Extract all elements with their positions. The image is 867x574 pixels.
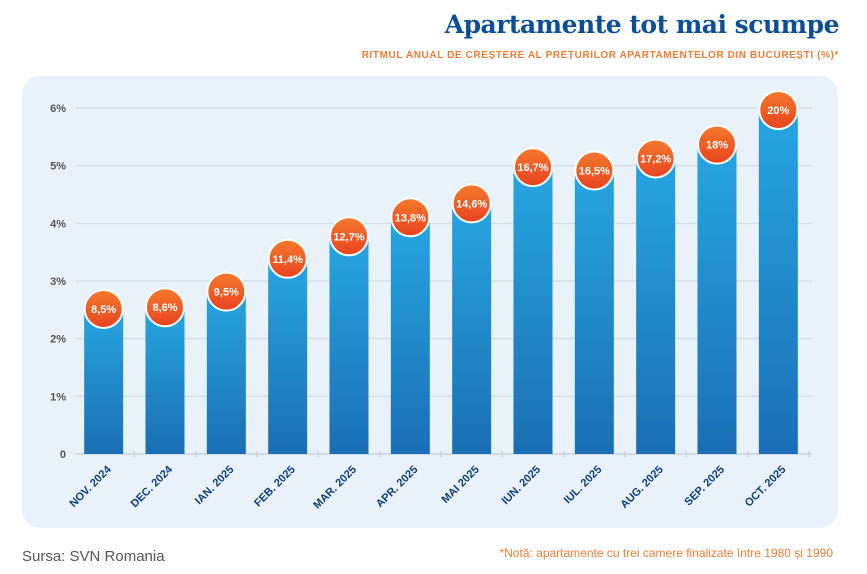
bar [329, 234, 369, 454]
bar [697, 142, 737, 454]
y-tick-label: 4% [50, 218, 66, 230]
y-tick-label: 3% [50, 276, 66, 288]
data-label: 18% [706, 140, 728, 152]
footnote: *Notă: apartamente cu trei camere finali… [499, 546, 833, 560]
bar [513, 165, 553, 454]
bar [574, 168, 614, 455]
x-tick-label: IUN. 2025 [500, 464, 544, 508]
data-label: 17,2% [640, 153, 671, 165]
value-marker [83, 288, 124, 329]
value-marker [390, 197, 431, 238]
chart-title: Apartamente tot mai scumpe [444, 10, 840, 39]
data-label: 8,6% [152, 302, 177, 314]
x-tick-label: MAR. 2025 [311, 464, 359, 512]
value-marker [758, 90, 799, 130]
value-marker [451, 183, 492, 224]
value-marker [574, 150, 615, 191]
data-label: 14,6% [456, 198, 487, 210]
value-marker [697, 124, 737, 165]
bar [206, 289, 246, 454]
data-label: 13,8% [395, 212, 426, 224]
y-tick-label: 1% [50, 391, 66, 403]
bar [452, 201, 492, 454]
value-marker [513, 147, 553, 188]
data-label: 20% [767, 105, 789, 117]
x-tick-label: SEP. 2025 [682, 464, 727, 509]
x-tick-label: IUL. 2025 [562, 464, 605, 507]
x-tick-label: OCT. 2025 [743, 464, 789, 510]
y-tick-label: 6% [50, 103, 66, 115]
data-label: 16,7% [517, 162, 548, 174]
source-text: Sursa: SVN Romania [22, 548, 165, 565]
data-label: 12,7% [333, 231, 364, 243]
x-tick-label: NOV. 2024 [68, 463, 115, 510]
data-label: 9,5% [214, 287, 239, 299]
bar [390, 215, 430, 454]
value-marker [329, 216, 369, 257]
chart-subtitle: RITMUL ANUAL DE CREȘTERE AL PREȚURILOR A… [361, 50, 839, 61]
value-marker [267, 238, 308, 279]
bar [84, 306, 124, 454]
x-tick-label: FEB. 2025 [252, 464, 298, 510]
bar [145, 305, 185, 454]
bar [268, 256, 308, 454]
value-marker [635, 138, 676, 179]
y-tick-label: 5% [50, 161, 66, 173]
data-label: 8,5% [91, 304, 116, 316]
x-tick-label: IAN. 2025 [193, 464, 237, 508]
data-label: 16,5% [579, 166, 610, 178]
x-tick-label: APR. 2025 [374, 464, 421, 511]
y-tick-label: 0 [60, 449, 66, 461]
x-tick-label: AUG. 2025 [618, 464, 665, 511]
bar [758, 108, 798, 454]
value-marker [206, 271, 247, 312]
bar [636, 156, 676, 454]
value-marker [145, 287, 185, 328]
x-tick-label: MAI 2025 [440, 464, 482, 506]
x-tick-label: DEC. 2024 [129, 463, 176, 510]
data-label: 11,4% [272, 254, 303, 266]
y-tick-label: 2% [50, 334, 66, 346]
